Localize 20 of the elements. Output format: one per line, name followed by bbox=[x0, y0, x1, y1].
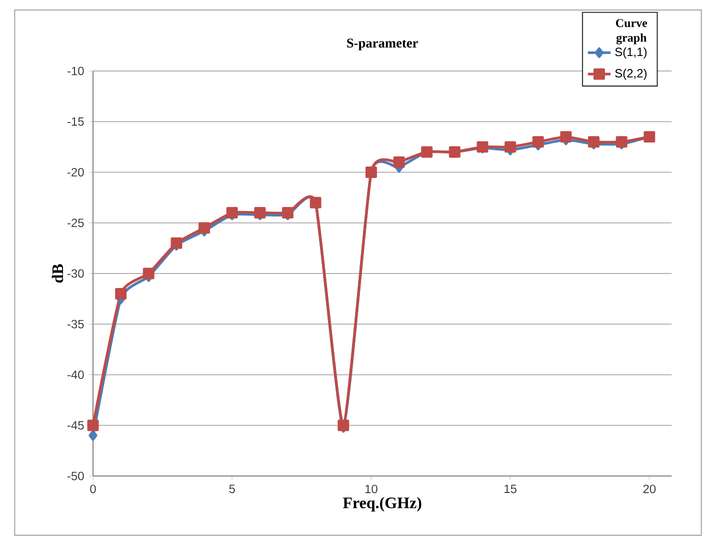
x-tick-label: 15 bbox=[504, 484, 516, 494]
x-tick-label: 20 bbox=[643, 484, 656, 494]
y-tick-label: -25 bbox=[68, 218, 84, 228]
y-tick-label: -30 bbox=[68, 269, 84, 278]
y-tick-label: -45 bbox=[68, 421, 84, 430]
x-tick-label: 5 bbox=[229, 484, 235, 494]
y-tick-label: -20 bbox=[68, 168, 84, 176]
x-axis-title: Freq.(GHz) bbox=[342, 497, 422, 512]
x-tick-label: 10 bbox=[365, 484, 378, 494]
y-tick-label: -10 bbox=[68, 66, 84, 76]
x-tick-label: 0 bbox=[90, 484, 96, 494]
legend-title: Curve graph bbox=[616, 19, 648, 44]
legend-label: S(1,1) bbox=[615, 47, 647, 59]
y-axis-title: dB bbox=[52, 264, 64, 283]
legend-label: S(2,2) bbox=[615, 68, 647, 80]
y-tick-label: -15 bbox=[68, 117, 84, 126]
y-tick-label: -40 bbox=[68, 370, 84, 379]
y-tick-label: -35 bbox=[68, 320, 84, 328]
y-tick-label: -50 bbox=[68, 472, 84, 480]
chart-title: S-parameter bbox=[347, 38, 418, 50]
